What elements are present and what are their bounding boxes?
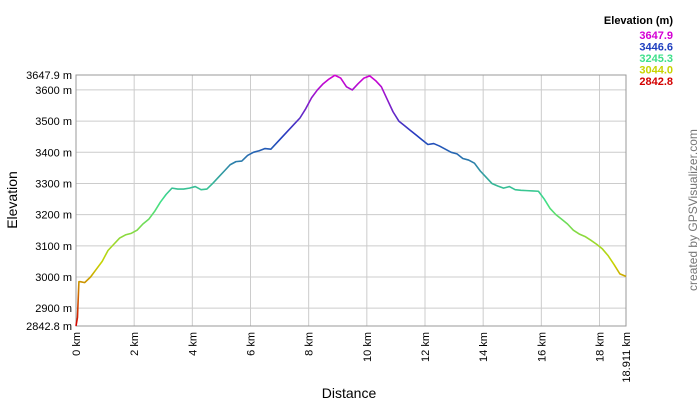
legend-value: 2842.8 — [639, 76, 673, 88]
x-tick-label: 0 km — [71, 332, 83, 356]
y-tick-label: 3200 m — [35, 210, 72, 222]
x-tick-label: 10 km — [362, 332, 374, 362]
y-tick-label: 3600 m — [35, 85, 72, 97]
x-axis-ticks: 0 km 2 km 4 km 6 km 8 km 10 km 12 km 14 km 16 km… — [71, 332, 633, 383]
x-tick-label: 4 km — [187, 332, 199, 356]
plot-frame — [75, 74, 627, 327]
legend-value: 3647.9 — [639, 30, 673, 42]
x-axis-title: Distance — [322, 385, 377, 400]
y-tick-label: 3400 m — [35, 147, 72, 159]
x-tick-label: 16 km — [536, 332, 548, 362]
x-tick-label: 2 km — [129, 332, 141, 356]
elevation-legend: Elevation (m) 3647.93446.63245.33044.028… — [604, 15, 673, 88]
elevation-profile-line — [75, 74, 627, 327]
y-tick-label: 3000 m — [35, 272, 72, 284]
credit-text: created by GPSVisualizer.com — [686, 129, 700, 291]
y-tick-label: 3100 m — [35, 241, 72, 253]
y-tick-label: 3647.9 m — [26, 70, 72, 82]
legend-value: 3044.0 — [639, 65, 673, 77]
x-tick-label: 18 km — [595, 332, 607, 362]
y-tick-label: 2900 m — [35, 303, 72, 315]
grid — [75, 74, 627, 327]
x-tick-label: 6 km — [246, 332, 258, 356]
y-axis-ticks: 2842.8 m 2900 m 3000 m 3100 m 3200 m 3300 m 34… — [26, 70, 72, 333]
x-tick-label: 18.911 km — [621, 332, 633, 383]
y-tick-label: 3500 m — [35, 116, 72, 128]
x-tick-label: 12 km — [420, 332, 432, 362]
legend-value: 3245.3 — [639, 53, 673, 65]
legend-value: 3446.6 — [639, 42, 673, 54]
x-tick-label: 14 km — [478, 332, 490, 362]
legend-title: Elevation (m) — [604, 15, 673, 27]
y-tick-label: 3300 m — [35, 178, 72, 190]
y-axis-title: Elevation — [4, 171, 20, 229]
y-tick-label: 2842.8 m — [26, 321, 72, 333]
x-tick-label: 8 km — [304, 332, 316, 356]
